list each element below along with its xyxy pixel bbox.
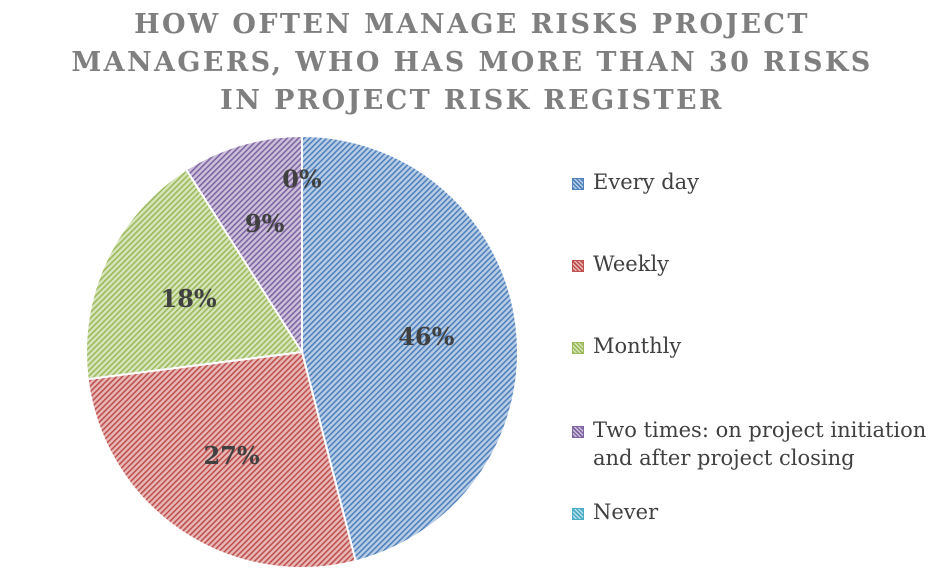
legend-swatch [572,260,584,272]
legend-swatch [572,508,584,520]
legend-item-every-day: Every day [572,168,943,196]
pie-slices [85,134,519,569]
legend-item-weekly: Weekly [572,250,943,278]
chart-title-line-1: HOW OFTEN MANAGE RISKS PROJECT [134,9,810,40]
data-label-every-day: 46% [398,322,454,351]
chart-title-line-3: IN PROJECT RISK REGISTER [220,85,724,116]
data-label-monthly: 18% [161,284,217,313]
pie-slice-monthly [85,168,304,381]
data-label-never: 0% [282,165,322,194]
legend-swatch [572,178,584,190]
legend-label: Never [593,500,659,524]
legend-label: Every day [593,170,700,194]
pie-slice-two-times-on-project-initiation-and-after-project-closing [184,134,303,356]
legend-label: Two times: on project initiation and aft… [593,418,927,470]
legend-label: Monthly [593,334,682,358]
legend-item-two-times-on-project-initiation-and-after-project-closing: Two times: on project initiation and aft… [572,416,943,472]
legend-item-monthly: Monthly [572,332,943,360]
legend-item-never: Never [572,498,943,526]
legend-swatch [572,426,584,438]
pie-slice-every-day [301,134,519,563]
data-label-two-times-on-project-initiation-and-after-project-closing: 9% [245,209,285,238]
legend-label: Weekly [593,252,670,276]
legend-swatch [572,342,584,354]
chart-title: HOW OFTEN MANAGE RISKS PROJECT MANAGERS,… [0,6,944,120]
data-label-weekly: 27% [203,441,259,470]
pie-data-labels: 46% 27% 18% 9% 0% [161,165,455,470]
chart-title-line-2: MANAGERS, WHO HAS MORE THAN 30 RISKS [71,47,873,78]
pie-slice-weekly [86,350,357,569]
